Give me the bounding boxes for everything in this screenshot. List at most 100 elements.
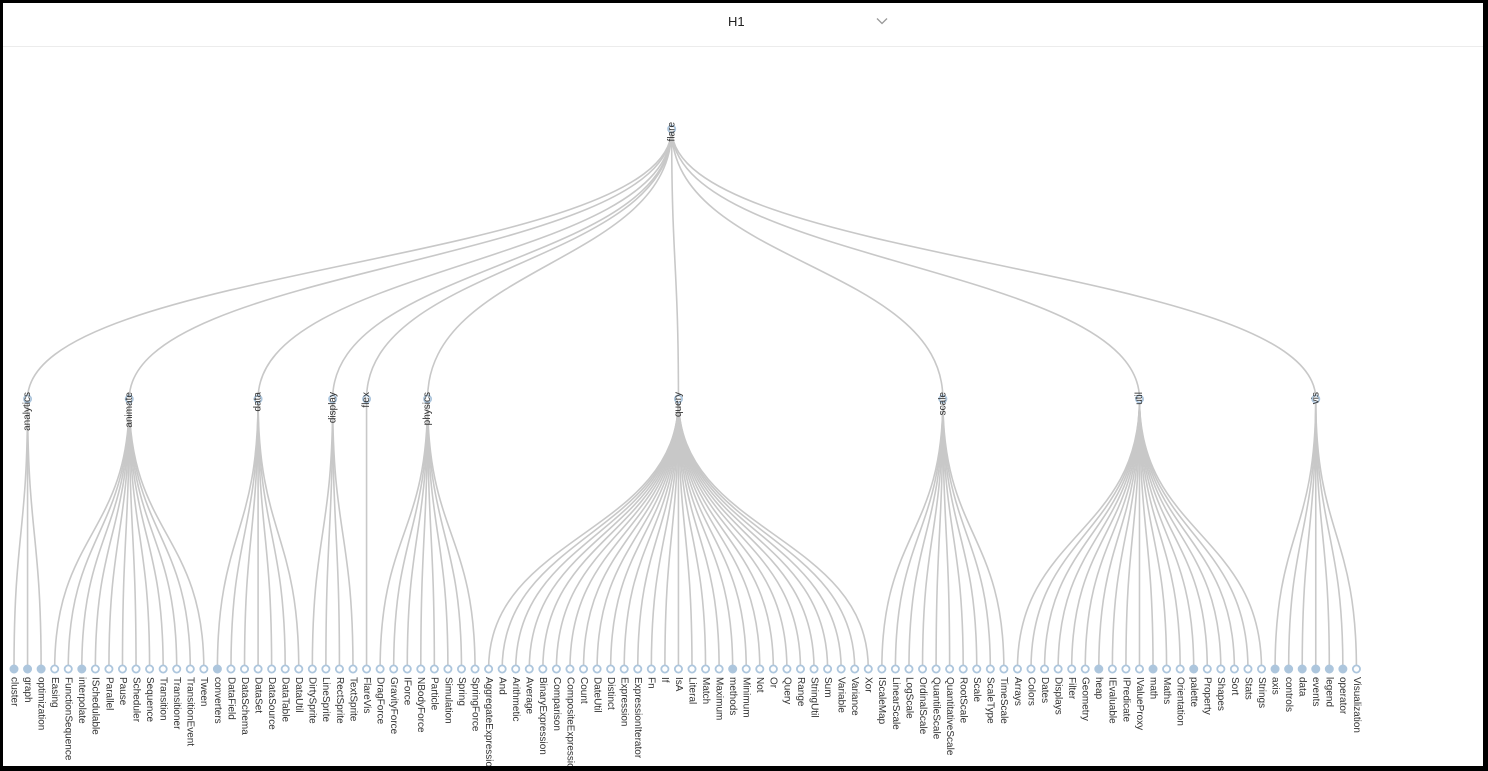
tree-node-branch[interactable] <box>423 394 433 404</box>
tree-node-leaf[interactable] <box>1012 664 1022 674</box>
tree-node-leaf[interactable] <box>104 664 114 674</box>
tree-node-leaf[interactable] <box>1297 664 1307 674</box>
tree-node-leaf[interactable] <box>1243 664 1253 674</box>
tree-node-leaf[interactable] <box>470 664 480 674</box>
tree-node-leaf[interactable] <box>240 664 250 674</box>
tree-node-leaf[interactable] <box>484 664 494 674</box>
tree-node-leaf[interactable] <box>1189 664 1199 674</box>
tree-node-leaf[interactable] <box>524 664 534 674</box>
tree-node-leaf[interactable] <box>131 664 141 674</box>
tree-node-branch[interactable] <box>328 394 338 404</box>
tree-node-leaf[interactable] <box>619 664 629 674</box>
tree-node-branch[interactable] <box>124 394 134 404</box>
tree-node-leaf[interactable] <box>1121 664 1131 674</box>
tree-node-leaf[interactable] <box>77 664 87 674</box>
tree-node-leaf[interactable] <box>863 664 873 674</box>
tree-node-leaf[interactable] <box>1162 664 1172 674</box>
tree-node-root[interactable] <box>667 124 677 134</box>
tree-node-leaf[interactable] <box>714 664 724 674</box>
tree-node-leaf[interactable] <box>429 664 439 674</box>
tree-node-branch[interactable] <box>253 394 263 404</box>
tree-node-leaf[interactable] <box>1284 664 1294 674</box>
tree-node-leaf[interactable] <box>945 664 955 674</box>
tree-node-leaf[interactable] <box>267 664 277 674</box>
tree-node-leaf[interactable] <box>226 664 236 674</box>
tree-node-leaf[interactable] <box>362 664 372 674</box>
tree-node-leaf[interactable] <box>877 664 887 674</box>
tree-node-leaf[interactable] <box>985 664 995 674</box>
tree-node-leaf[interactable] <box>795 664 805 674</box>
tree-node-leaf[interactable] <box>185 664 195 674</box>
tree-node-branch[interactable] <box>673 394 683 404</box>
tree-node-branch[interactable] <box>938 394 948 404</box>
tree-node-leaf[interactable] <box>50 664 60 674</box>
tree-node-leaf[interactable] <box>646 664 656 674</box>
tree-node-leaf[interactable] <box>1107 664 1117 674</box>
tree-node-leaf[interactable] <box>294 664 304 674</box>
tree-node-leaf[interactable] <box>375 664 385 674</box>
tree-node-leaf[interactable] <box>1270 664 1280 674</box>
tree-node-leaf[interactable] <box>199 664 209 674</box>
tree-node-leaf[interactable] <box>63 664 73 674</box>
tree-node-leaf[interactable] <box>1067 664 1077 674</box>
tree-node-leaf[interactable] <box>1216 664 1226 674</box>
tree-node-leaf[interactable] <box>728 664 738 674</box>
tree-node-leaf[interactable] <box>402 664 412 674</box>
tree-node-leaf[interactable] <box>1257 664 1267 674</box>
tree-node-leaf[interactable] <box>565 664 575 674</box>
tree-node-leaf[interactable] <box>1229 664 1239 674</box>
tree-node-leaf[interactable] <box>687 664 697 674</box>
tree-node-leaf[interactable] <box>1351 664 1361 674</box>
tree-node-leaf[interactable] <box>23 664 33 674</box>
tree-node-leaf[interactable] <box>1026 664 1036 674</box>
tree-node-branch[interactable] <box>362 394 372 404</box>
tree-node-leaf[interactable] <box>673 664 683 674</box>
tree-node-leaf[interactable] <box>158 664 168 674</box>
tree-node-leaf[interactable] <box>253 664 263 674</box>
tree-node-leaf[interactable] <box>904 664 914 674</box>
tree-node-leaf[interactable] <box>809 664 819 674</box>
tree-node-leaf[interactable] <box>1080 664 1090 674</box>
tree-node-leaf[interactable] <box>307 664 317 674</box>
tree-node-leaf[interactable] <box>36 664 46 674</box>
tree-node-leaf[interactable] <box>1202 664 1212 674</box>
tree-node-leaf[interactable] <box>606 664 616 674</box>
tree-node-leaf[interactable] <box>212 664 222 674</box>
tree-node-leaf[interactable] <box>741 664 751 674</box>
tree-node-leaf[interactable] <box>416 664 426 674</box>
tree-node-leaf[interactable] <box>456 664 466 674</box>
tree-node-leaf[interactable] <box>551 664 561 674</box>
tree-node-leaf[interactable] <box>836 664 846 674</box>
tree-node-leaf[interactable] <box>579 664 589 674</box>
tree-node-leaf[interactable] <box>389 664 399 674</box>
tree-node-leaf[interactable] <box>633 664 643 674</box>
tree-node-branch[interactable] <box>1134 394 1144 404</box>
tree-node-leaf[interactable] <box>1338 664 1348 674</box>
tree-node-leaf[interactable] <box>931 664 941 674</box>
tree-node-leaf[interactable] <box>334 664 344 674</box>
tree-node-leaf[interactable] <box>999 664 1009 674</box>
heading-level-select[interactable]: H1 <box>715 7 893 35</box>
tree-node-leaf[interactable] <box>1324 664 1334 674</box>
tree-node-leaf[interactable] <box>1148 664 1158 674</box>
tree-node-leaf[interactable] <box>348 664 358 674</box>
tree-node-leaf[interactable] <box>145 664 155 674</box>
tree-node-leaf[interactable] <box>890 664 900 674</box>
tree-node-leaf[interactable] <box>321 664 331 674</box>
tree-node-leaf[interactable] <box>1040 664 1050 674</box>
tree-node-leaf[interactable] <box>782 664 792 674</box>
tree-node-leaf[interactable] <box>90 664 100 674</box>
tree-node-branch[interactable] <box>1311 394 1321 404</box>
tree-node-leaf[interactable] <box>1175 664 1185 674</box>
tree-node-leaf[interactable] <box>972 664 982 674</box>
tree-node-leaf[interactable] <box>958 664 968 674</box>
tree-node-leaf[interactable] <box>823 664 833 674</box>
tree-node-leaf[interactable] <box>280 664 290 674</box>
tree-node-leaf[interactable] <box>538 664 548 674</box>
tree-node-leaf[interactable] <box>1094 664 1104 674</box>
chevron-down-icon[interactable] <box>875 14 889 28</box>
tree-node-leaf[interactable] <box>850 664 860 674</box>
tree-node-leaf[interactable] <box>497 664 507 674</box>
tree-node-leaf[interactable] <box>1311 664 1321 674</box>
tree-node-leaf[interactable] <box>1053 664 1063 674</box>
